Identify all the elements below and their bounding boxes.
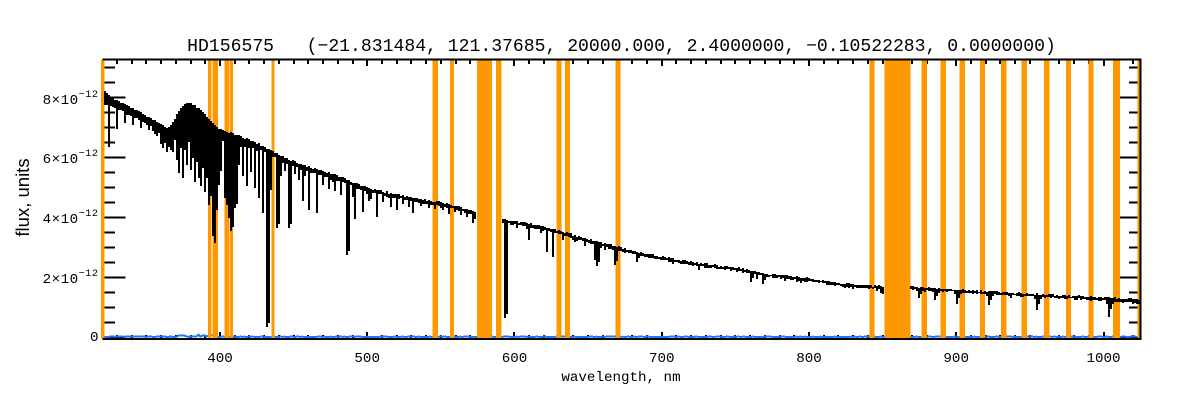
svg-text:400: 400 [207,351,233,367]
svg-text:600: 600 [502,351,528,367]
svg-text:700: 700 [649,351,675,367]
svg-text:wavelength, nm: wavelength, nm [561,370,680,386]
svg-text:500: 500 [354,351,380,367]
svg-text:0: 0 [90,330,99,346]
svg-text:HD156575 (−21.831484, 121.37: HD156575 (−21.831484, 121.37685, 20000.0… [187,37,1056,57]
svg-text:900: 900 [943,351,969,367]
svg-text:1000: 1000 [1086,351,1120,367]
svg-text:800: 800 [796,351,822,367]
svg-text:flux, units: flux, units [12,158,33,236]
